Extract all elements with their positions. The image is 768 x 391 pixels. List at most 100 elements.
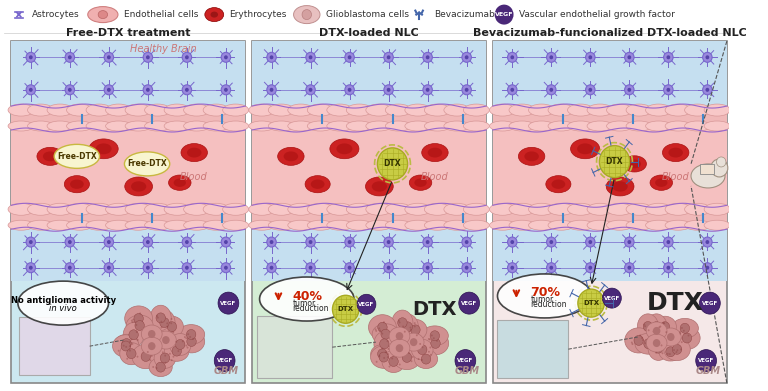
Circle shape (162, 336, 170, 344)
Ellipse shape (249, 220, 275, 230)
Ellipse shape (404, 319, 427, 340)
Circle shape (143, 85, 153, 95)
Circle shape (703, 52, 712, 62)
Circle shape (156, 313, 165, 323)
Ellipse shape (115, 334, 138, 353)
Text: tumor: tumor (531, 296, 554, 305)
Circle shape (585, 237, 595, 247)
Ellipse shape (386, 104, 412, 116)
Circle shape (185, 344, 187, 346)
Circle shape (465, 55, 468, 59)
Circle shape (387, 88, 390, 92)
Circle shape (152, 366, 154, 368)
Ellipse shape (650, 175, 673, 190)
Circle shape (357, 294, 376, 314)
Circle shape (107, 240, 111, 244)
Circle shape (189, 336, 191, 338)
Circle shape (302, 10, 312, 20)
Text: VEGF: VEGF (461, 301, 477, 306)
Circle shape (177, 350, 179, 352)
Text: Free-DTX: Free-DTX (57, 152, 97, 161)
Circle shape (585, 263, 595, 273)
Circle shape (137, 356, 138, 358)
Circle shape (185, 55, 189, 59)
Circle shape (428, 338, 430, 340)
Circle shape (157, 317, 159, 319)
Circle shape (345, 237, 354, 247)
Ellipse shape (626, 220, 652, 230)
Circle shape (653, 330, 654, 332)
Circle shape (172, 346, 181, 356)
Circle shape (172, 331, 174, 333)
Circle shape (511, 266, 514, 270)
Ellipse shape (607, 220, 633, 230)
Text: VEGF: VEGF (702, 301, 718, 306)
Circle shape (681, 341, 683, 343)
Circle shape (383, 357, 385, 359)
Circle shape (455, 350, 475, 371)
Circle shape (29, 55, 33, 59)
Circle shape (224, 55, 228, 59)
Ellipse shape (568, 220, 594, 230)
Circle shape (680, 323, 690, 333)
Ellipse shape (123, 323, 144, 347)
Ellipse shape (144, 121, 170, 131)
Circle shape (125, 346, 127, 348)
Text: Blood: Blood (421, 172, 449, 182)
Circle shape (161, 326, 163, 328)
Ellipse shape (178, 330, 205, 353)
Ellipse shape (105, 203, 131, 215)
Ellipse shape (105, 104, 131, 116)
Circle shape (665, 331, 667, 333)
Ellipse shape (587, 104, 613, 116)
Circle shape (677, 349, 678, 351)
Ellipse shape (525, 151, 539, 161)
Ellipse shape (684, 203, 710, 215)
Circle shape (266, 85, 276, 95)
Bar (257, 316, 333, 378)
Ellipse shape (392, 310, 413, 335)
Circle shape (660, 344, 663, 346)
Ellipse shape (577, 143, 593, 154)
Circle shape (462, 52, 472, 62)
Text: Free-DTX treatment: Free-DTX treatment (66, 28, 190, 38)
Circle shape (391, 357, 393, 359)
Circle shape (667, 55, 670, 59)
Ellipse shape (626, 121, 652, 131)
Circle shape (132, 319, 134, 321)
Ellipse shape (444, 203, 470, 215)
Ellipse shape (288, 121, 314, 131)
Ellipse shape (704, 121, 730, 131)
Ellipse shape (444, 220, 470, 230)
Circle shape (146, 240, 150, 244)
Ellipse shape (184, 104, 210, 116)
Circle shape (423, 85, 432, 95)
Circle shape (547, 85, 556, 95)
Circle shape (309, 55, 313, 59)
Circle shape (462, 237, 472, 247)
Circle shape (511, 240, 514, 244)
Circle shape (185, 88, 189, 92)
Circle shape (403, 322, 412, 332)
Circle shape (462, 263, 472, 273)
Circle shape (667, 240, 670, 244)
Circle shape (624, 52, 634, 62)
Ellipse shape (184, 121, 210, 131)
Circle shape (131, 343, 134, 345)
Ellipse shape (70, 179, 84, 189)
Ellipse shape (126, 315, 153, 336)
Circle shape (404, 331, 406, 333)
Ellipse shape (606, 177, 634, 196)
Ellipse shape (96, 143, 111, 154)
Circle shape (664, 322, 665, 324)
Ellipse shape (646, 314, 667, 339)
Ellipse shape (489, 220, 515, 230)
Ellipse shape (268, 220, 294, 230)
Ellipse shape (184, 220, 210, 230)
Ellipse shape (528, 203, 554, 215)
Circle shape (379, 355, 380, 357)
Circle shape (378, 322, 387, 332)
Circle shape (143, 52, 153, 62)
Ellipse shape (587, 121, 613, 131)
Circle shape (387, 266, 390, 270)
